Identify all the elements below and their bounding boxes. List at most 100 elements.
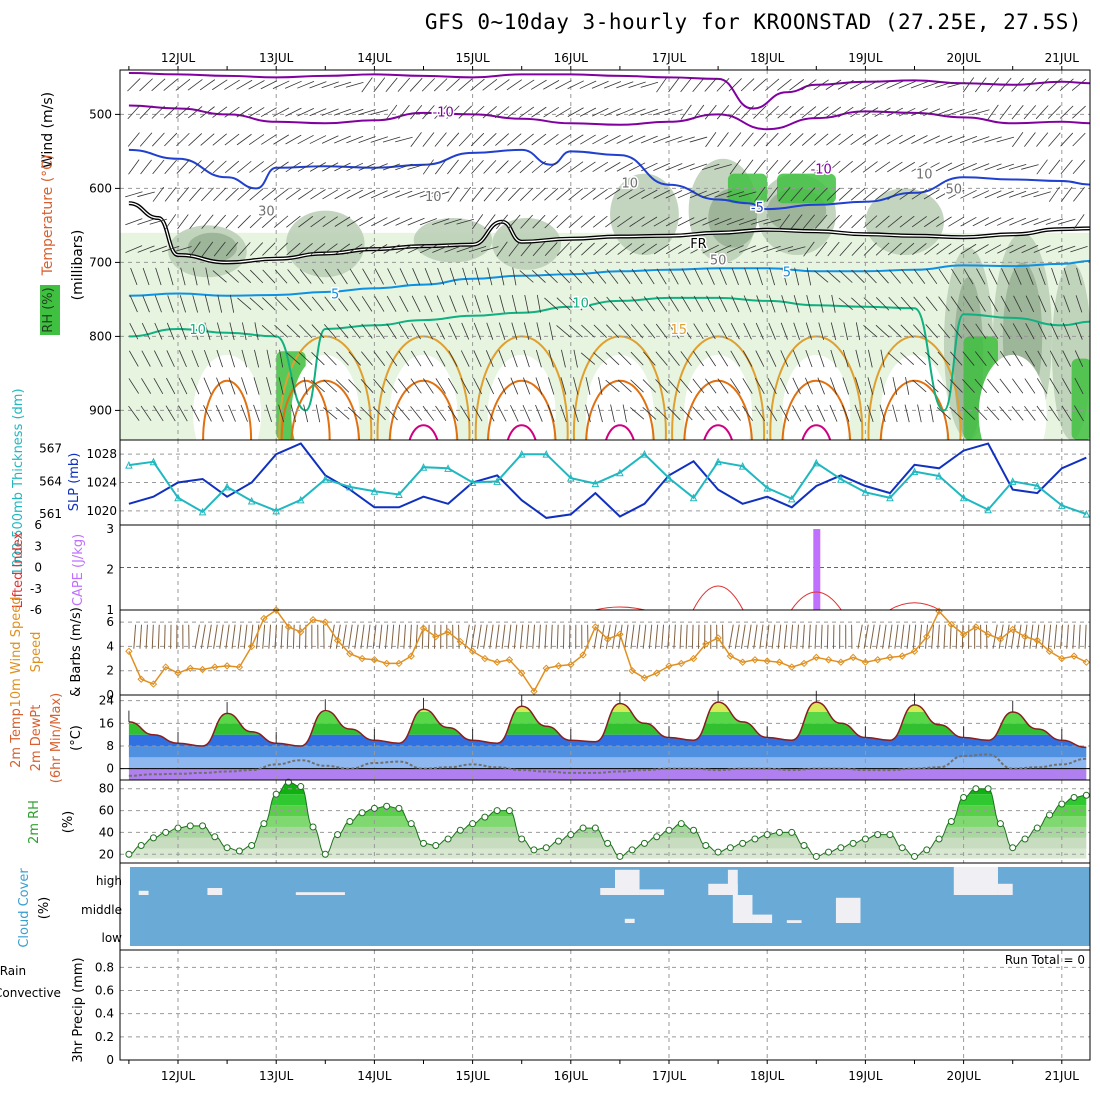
panel-frame-precip	[119, 949, 1091, 1061]
wind-barb	[217, 294, 223, 313]
wind-barb	[830, 349, 837, 368]
wind-barb	[653, 189, 670, 199]
wind-barb	[494, 79, 510, 91]
wind-speed-marker	[346, 650, 354, 658]
wind-speed-marker	[972, 623, 980, 631]
wind-barb	[459, 186, 471, 202]
dry-column	[585, 354, 654, 440]
thickness-marker	[566, 474, 575, 482]
contour-label: 5	[783, 265, 791, 280]
wind-barb	[311, 324, 325, 339]
wind-barb	[383, 190, 401, 199]
wind-barb	[875, 297, 890, 311]
wind-barb	[188, 106, 203, 119]
wind-barb	[346, 135, 364, 144]
wind-barb	[1033, 245, 1051, 253]
wind-barb	[851, 215, 865, 229]
precip-tick: 0.6	[95, 984, 114, 998]
surface-wind-barb	[808, 624, 811, 649]
wind-barb	[385, 406, 398, 421]
rh-marker	[469, 820, 477, 828]
surface-wind-barb	[427, 624, 430, 649]
wind-barb	[867, 404, 874, 423]
surface-wind-barb	[642, 624, 647, 649]
wind-barb	[1024, 405, 1036, 421]
wind-barb	[935, 108, 953, 116]
thickness-marker	[910, 467, 919, 476]
temp-band	[128, 734, 1087, 746]
wind-barb	[581, 242, 595, 256]
wind-barb	[409, 77, 423, 92]
wind-barb	[410, 132, 422, 148]
wind-barb	[1070, 245, 1088, 253]
wind-barb	[237, 297, 252, 311]
wind-barb	[826, 187, 841, 201]
wind-barb	[899, 161, 916, 172]
wind-barb	[905, 377, 910, 395]
wind-speed-marker	[628, 667, 636, 675]
wind-speed-word: Speed	[29, 632, 44, 673]
wind-barb	[887, 188, 903, 200]
wind-barb	[149, 218, 168, 225]
wind-barb	[204, 322, 211, 340]
wind-speed-marker	[714, 634, 722, 642]
wind-barb	[286, 324, 301, 338]
wind-barb	[1026, 267, 1034, 285]
surface-wind-barb	[391, 624, 395, 649]
wind-barb	[249, 297, 264, 311]
wind-barb	[543, 133, 559, 146]
wind-barb	[887, 161, 903, 173]
wind-barb	[628, 108, 646, 116]
wind-barb	[1071, 78, 1087, 91]
wind-barb	[643, 323, 656, 339]
wind-barb	[814, 160, 829, 174]
wind-barb	[1060, 159, 1073, 175]
wind-barb	[984, 190, 1002, 199]
wind-barb	[225, 270, 239, 283]
surface-wind-barb	[654, 624, 659, 649]
surface-wind-barb	[384, 624, 389, 649]
wind-barb	[829, 377, 837, 395]
wind-barb	[677, 136, 695, 143]
surface-wind-barb	[949, 624, 952, 649]
wind-barb	[456, 245, 474, 253]
surface-wind-barb	[1053, 624, 1058, 649]
wind-barb	[458, 78, 473, 92]
rh-marker	[174, 824, 182, 832]
wind-barb	[299, 324, 313, 338]
rh-marker	[297, 783, 305, 791]
wind-barb	[899, 134, 916, 145]
wind-barb	[729, 405, 741, 421]
wind-speed-marker	[223, 662, 231, 670]
wind-barb	[875, 215, 890, 228]
wind-barb	[383, 217, 400, 226]
wind-barb	[974, 351, 987, 366]
wind-barb	[594, 269, 607, 284]
surface-wind-barb	[857, 624, 863, 649]
wind-barb	[436, 295, 445, 313]
wind-barb	[1023, 78, 1037, 92]
thickness-marker	[837, 475, 845, 483]
wind-barb	[987, 351, 999, 367]
wind-barb	[249, 215, 264, 229]
wind-barb	[303, 404, 309, 423]
surface-wind-barb	[753, 624, 758, 649]
wind-barb	[496, 214, 509, 229]
wind-barb	[237, 242, 251, 257]
wind-barb	[153, 377, 164, 395]
slp-tick: 1020	[86, 504, 117, 518]
surface-wind-barb	[341, 624, 347, 649]
wind-barb	[1013, 268, 1022, 285]
wind-barb	[273, 215, 289, 228]
wind-barb	[937, 324, 951, 339]
slp-axis-label: SLP (mb)	[67, 453, 82, 512]
dry-column	[684, 354, 753, 440]
wind-barb	[370, 109, 389, 115]
wind-barb	[241, 377, 248, 395]
wind-barb	[630, 407, 645, 420]
wind-barb	[996, 136, 1015, 143]
thickness-marker	[468, 478, 477, 486]
surface-wind-barb	[495, 624, 500, 649]
wind-barb	[692, 104, 705, 120]
thickness-marker	[125, 460, 133, 469]
